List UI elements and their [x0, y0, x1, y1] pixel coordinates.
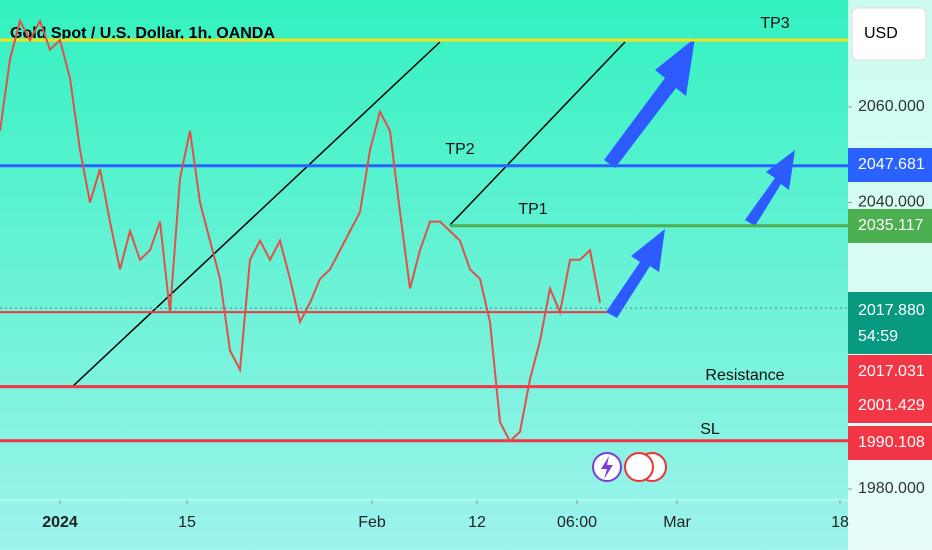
y-tick-label: 2060.000	[858, 98, 925, 115]
price-line	[0, 18, 601, 443]
last-price-box	[848, 292, 932, 354]
currency-button[interactable]	[851, 7, 927, 61]
level-price: 1990.108	[858, 434, 925, 451]
level-price-box	[848, 355, 932, 389]
level-price: 2047.681	[858, 156, 925, 173]
countdown: 54:59	[858, 328, 898, 345]
level-price: 2017.031	[858, 363, 925, 380]
level-label: Resistance	[705, 367, 784, 384]
level-price-box	[848, 389, 932, 423]
trend-line	[71, 41, 441, 388]
arrow	[745, 150, 795, 226]
last-price: 2017.880	[858, 302, 925, 319]
level-price-box	[848, 148, 932, 182]
x-tick-label: 15	[178, 514, 196, 531]
event-icon-bolt	[601, 456, 613, 479]
level-price-box	[848, 209, 932, 243]
level-price-box	[848, 426, 932, 460]
chart-title: Gold Spot / U.S. Dollar, 1h, OANDA	[10, 25, 275, 42]
price-axis-panel	[848, 0, 932, 550]
level-label: TP2	[445, 141, 474, 158]
x-tick-label: 06:00	[557, 514, 597, 531]
level-price: 2001.429	[858, 397, 925, 414]
arrow	[606, 229, 665, 318]
arrow	[604, 38, 695, 168]
trend-line	[449, 41, 626, 226]
level-label: SL	[700, 421, 720, 438]
level-label: TP3	[760, 15, 789, 32]
arrows	[604, 38, 795, 318]
x-tick-label: 12	[468, 514, 486, 531]
x-tick-label: Mar	[663, 514, 691, 531]
x-tick-label: Feb	[358, 514, 386, 531]
level-label: TP1	[518, 201, 547, 218]
event-icon[interactable]	[624, 452, 654, 482]
x-tick-label: 18	[831, 514, 849, 531]
currency: USD	[864, 25, 898, 42]
y-tick-label: 1980.000	[858, 480, 925, 497]
x-tick-label: 2024	[42, 514, 78, 531]
level-price: 2035.117	[858, 217, 924, 234]
y-tick-label: 2040.000	[858, 194, 925, 211]
